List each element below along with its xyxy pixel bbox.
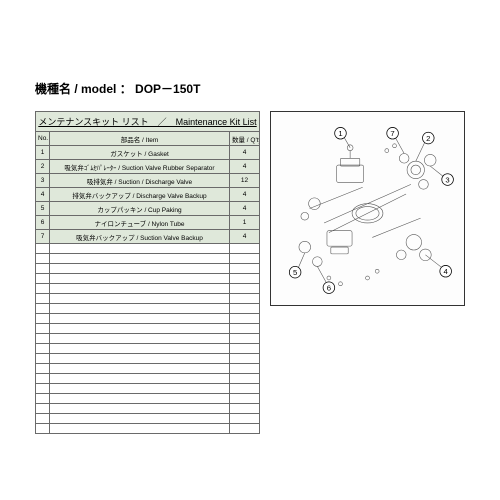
col-no: No. (36, 132, 50, 146)
diagram-svg: 1 2 3 4 5 6 7 (271, 112, 464, 305)
cell-no: 2 (36, 160, 50, 174)
cell-no: 5 (36, 202, 50, 216)
svg-text:5: 5 (293, 268, 297, 277)
model-separator: ： (120, 82, 132, 96)
col-item: 部品名 / Item (50, 132, 230, 146)
cell-no: 3 (36, 174, 50, 188)
table-row-empty (36, 284, 260, 294)
model-value: DOP－150T (135, 82, 200, 96)
cell-qty: 1 (230, 216, 260, 230)
callout-5: 5 (289, 266, 301, 278)
cell-qty: 4 (230, 188, 260, 202)
table-row-empty (36, 334, 260, 344)
cell-qty: 4 (230, 230, 260, 244)
cell-item: ナイロンチューブ / Nylon Tube (50, 216, 230, 230)
cell-item: 吸気弁バックアップ / Suction Valve Backup (50, 230, 230, 244)
cell-no: 1 (36, 146, 50, 160)
table-row-empty (36, 264, 260, 274)
table-row: 3吸排気弁 / Suction / Discharge Valve12 (36, 174, 260, 188)
table-row-empty (36, 324, 260, 334)
callout-6: 6 (323, 282, 335, 294)
table-row: 6ナイロンチューブ / Nylon Tube1 (36, 216, 260, 230)
cell-qty: 4 (230, 202, 260, 216)
table-row-empty (36, 354, 260, 364)
table-row-empty (36, 384, 260, 394)
callout-3: 3 (442, 174, 454, 186)
table-row-empty (36, 364, 260, 374)
cell-qty: 4 (230, 160, 260, 174)
table-row-empty (36, 274, 260, 284)
svg-text:6: 6 (327, 284, 331, 293)
table-row-empty (36, 394, 260, 404)
page: 機種名 / model ： DOP－150T メンテナンスキット リスト ／ M… (35, 80, 465, 434)
cell-no: 6 (36, 216, 50, 230)
kit-table-wrap: メンテナンスキット リスト ／ Maintenance Kit List No.… (35, 111, 260, 434)
cell-qty: 12 (230, 174, 260, 188)
cell-qty: 4 (230, 146, 260, 160)
callout-7: 7 (387, 127, 399, 139)
cell-item: 吸気弁ｺﾞﾑｾﾊﾟﾚｰﾀｰ / Suction Valve Rubber Sep… (50, 160, 230, 174)
table-row-empty (36, 294, 260, 304)
table-row-empty (36, 254, 260, 264)
table-row-empty (36, 244, 260, 254)
callout-2: 2 (423, 132, 435, 144)
col-qty: 数量 / Q'ty (230, 132, 260, 146)
table-row: 5カップパッキン / Cup Paking4 (36, 202, 260, 216)
table-row-empty (36, 404, 260, 414)
table-row-empty (36, 424, 260, 434)
kit-table-title: メンテナンスキット リスト ／ Maintenance Kit List (35, 111, 260, 131)
model-line: 機種名 / model ： DOP－150T (35, 80, 465, 97)
table-row: 7吸気弁バックアップ / Suction Valve Backup4 (36, 230, 260, 244)
cell-item: ガスケット / Gasket (50, 146, 230, 160)
callout-4: 4 (440, 265, 452, 277)
callout-1: 1 (335, 127, 347, 139)
cell-item: 排気弁バックアップ / Discharge Valve Backup (50, 188, 230, 202)
table-row-empty (36, 304, 260, 314)
svg-text:2: 2 (426, 134, 430, 143)
callouts: 1 2 3 4 5 6 7 (289, 127, 453, 293)
kit-table: No. 部品名 / Item 数量 / Q'ty 1ガスケット / Gasket… (35, 131, 260, 434)
model-label: 機種名 / model (35, 82, 116, 96)
table-row-empty (36, 374, 260, 384)
table-header-row: No. 部品名 / Item 数量 / Q'ty (36, 132, 260, 146)
table-row-empty (36, 344, 260, 354)
table-row-empty (36, 314, 260, 324)
svg-text:7: 7 (390, 129, 394, 138)
table-row: 2吸気弁ｺﾞﾑｾﾊﾟﾚｰﾀｰ / Suction Valve Rubber Se… (36, 160, 260, 174)
cell-item: 吸排気弁 / Suction / Discharge Valve (50, 174, 230, 188)
table-row-empty (36, 414, 260, 424)
table-row: 4排気弁バックアップ / Discharge Valve Backup4 (36, 188, 260, 202)
cell-no: 7 (36, 230, 50, 244)
table-row: 1ガスケット / Gasket4 (36, 146, 260, 160)
exploded-diagram: 1 2 3 4 5 6 7 (270, 111, 465, 306)
svg-text:4: 4 (444, 267, 449, 276)
cell-no: 4 (36, 188, 50, 202)
svg-text:1: 1 (338, 129, 342, 138)
svg-text:3: 3 (445, 175, 449, 184)
cell-item: カップパッキン / Cup Paking (50, 202, 230, 216)
content-row: メンテナンスキット リスト ／ Maintenance Kit List No.… (35, 111, 465, 434)
table-body: 1ガスケット / Gasket42吸気弁ｺﾞﾑｾﾊﾟﾚｰﾀｰ / Suction… (36, 146, 260, 434)
